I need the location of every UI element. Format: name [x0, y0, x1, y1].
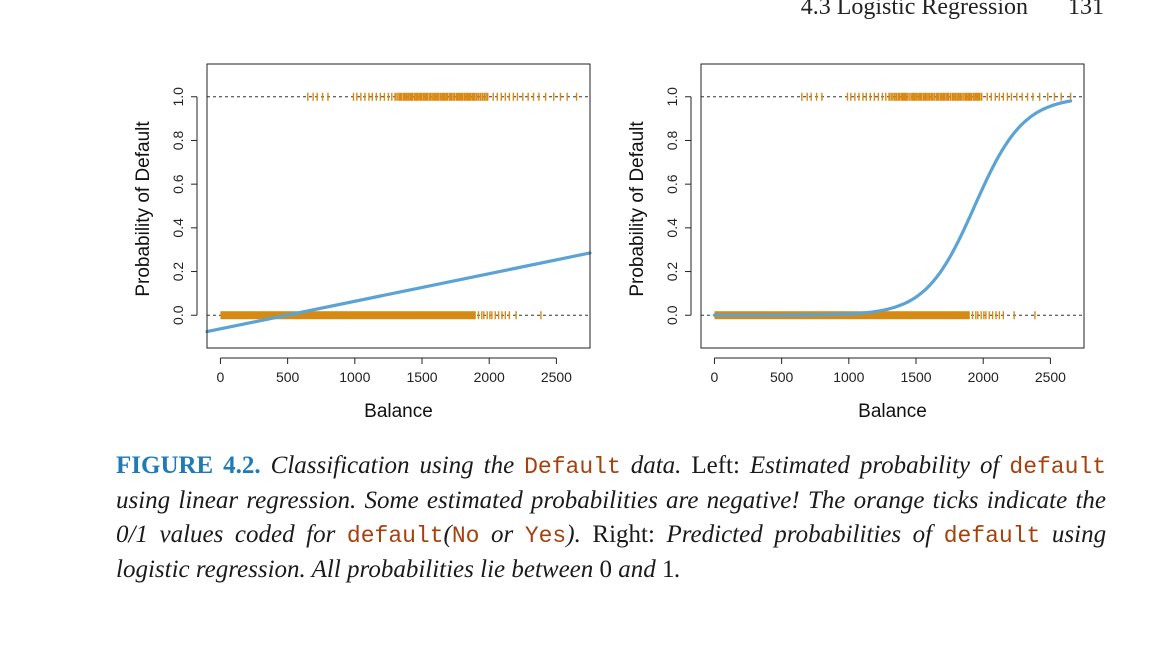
caption-label: FIGURE 4.2. — [116, 452, 261, 479]
page-number: 131 — [1068, 0, 1104, 20]
y-tick-label: 0.4 — [170, 218, 186, 238]
y-tick-label: 1.0 — [664, 87, 680, 107]
caption-text: Predicted probabilities of — [666, 521, 933, 548]
plot-frame — [206, 63, 591, 349]
caption-left: Left: — [691, 452, 740, 479]
caption-text: using logistic regression. All probabili… — [116, 521, 1107, 583]
x-tick-label: 0 — [711, 369, 719, 385]
y-tick-label: 0.2 — [664, 262, 680, 282]
y-tick-label: 0.0 — [170, 305, 186, 325]
running-head: 4.3 Logistic Regression 131 — [801, 0, 1104, 21]
code-Default: Default — [524, 454, 621, 480]
caption-one: 1 — [662, 556, 675, 583]
caption-text: using linear regression. Some estimated … — [116, 487, 1106, 548]
code-No: No — [451, 523, 480, 549]
caption-zero: 0 — [599, 556, 613, 583]
code-default: default — [1009, 454, 1107, 480]
y-tick-label: 0.8 — [170, 131, 186, 151]
caption-paren-close: ). — [566, 521, 581, 548]
figure-caption: FIGURE 4.2. Classification using the Def… — [116, 449, 1106, 587]
x-tick-label: 1500 — [406, 369, 437, 385]
right-panel-logistic-regression: 0 500 1000 1500 2000 2500 Balance 0.0 0.2 0.4 0.6 0… — [627, 63, 1085, 422]
caption-text: Estimated probability of — [749, 452, 1000, 479]
code-Yes: Yes — [524, 523, 567, 549]
caption-period: . — [674, 556, 681, 583]
code-default: default — [943, 523, 1041, 549]
caption-paren-open: ( — [443, 521, 452, 548]
x-tick-label: 1000 — [833, 369, 864, 385]
plot-frame — [700, 63, 1085, 349]
left-panel-linear-regression: 0 500 1000 1500 2000 2500 Balance 0.0 0.2 0.4 0.6 0… — [133, 63, 592, 422]
caption-right: Right: — [592, 521, 655, 548]
caption-text: Classification using the — [270, 452, 515, 479]
y-axis-label: Probability of Default — [627, 121, 648, 297]
y-tick-label: 0.4 — [664, 218, 680, 238]
y-tick-label: 0.6 — [664, 174, 680, 194]
y-tick-label: 0.8 — [664, 131, 680, 151]
caption-text: or — [491, 521, 514, 548]
fitted-curve — [205, 251, 592, 334]
x-tick-label: 2500 — [541, 369, 572, 385]
x-tick-label: 500 — [770, 369, 794, 385]
code-default: default — [346, 523, 444, 549]
x-tick-label: 2500 — [1035, 369, 1066, 385]
fitted-curve — [712, 99, 1073, 317]
x-axis-label: Balance — [364, 401, 433, 422]
running-head-section: 4.3 Logistic Regression — [800, 0, 1028, 20]
observation-band-no — [220, 311, 476, 320]
x-tick-label: 500 — [276, 369, 300, 385]
x-tick-label: 0 — [217, 369, 225, 385]
y-tick-label: 0.0 — [664, 305, 680, 325]
x-tick-label: 1500 — [900, 369, 931, 385]
y-tick-label: 0.2 — [170, 262, 186, 282]
caption-text: data. — [630, 452, 682, 479]
x-tick-label: 2000 — [968, 369, 999, 385]
caption-text: and — [618, 556, 656, 583]
figure-4-2: 0 500 1000 1500 2000 2500 Balance 0.0 0.2 0.4 0.6 0… — [133, 63, 1085, 422]
y-axis-label: Probability of Default — [133, 121, 154, 297]
y-tick-label: 0.6 — [170, 174, 186, 194]
x-tick-label: 1000 — [339, 369, 370, 385]
x-tick-label: 2000 — [474, 369, 505, 385]
x-axis-label: Balance — [858, 401, 927, 422]
y-tick-label: 1.0 — [170, 87, 186, 107]
